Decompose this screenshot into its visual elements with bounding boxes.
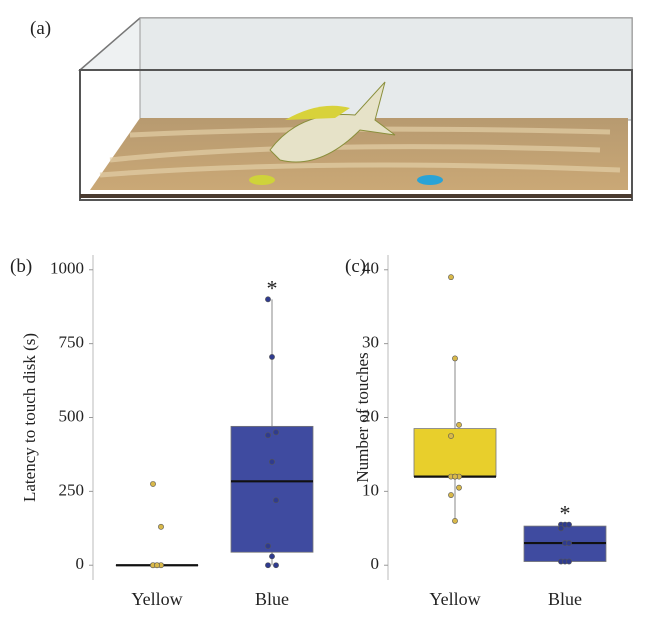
x-tick-label: Blue: [255, 589, 289, 609]
x-tick-label: Yellow: [429, 589, 480, 609]
y-tick-label: 0: [76, 554, 85, 573]
data-point: [448, 433, 453, 438]
significance-marker: *: [560, 501, 571, 526]
y-tick-label: 30: [362, 333, 379, 352]
y-tick-label: 0: [371, 554, 380, 573]
data-point: [456, 485, 461, 490]
data-point: [448, 275, 453, 280]
data-point: [269, 459, 274, 464]
y-tick-label: 500: [59, 406, 85, 425]
data-point: [452, 518, 457, 523]
significance-marker: *: [267, 275, 278, 300]
box: [231, 426, 313, 552]
data-point: [158, 524, 163, 529]
data-point: [273, 430, 278, 435]
data-point: [558, 526, 563, 531]
page: {"panels": {"a": {"label": "(a)"}}, "cha…: [0, 0, 645, 612]
figure: (a) (b) Latency to touch disk (s) 0 250 500 7…: [0, 0, 645, 612]
y-tick-label: 10: [362, 480, 379, 499]
x-tick-label: Blue: [548, 589, 582, 609]
data-point: [154, 563, 159, 568]
y-tick-label: 750: [59, 333, 85, 352]
y-tick-label: 40: [362, 259, 379, 278]
data-point: [273, 563, 278, 568]
data-point: [452, 356, 457, 361]
data-point: [265, 433, 270, 438]
panel-label: (b): [10, 256, 32, 277]
data-point: [269, 554, 274, 559]
y-axis-label: Latency to touch disk (s): [20, 333, 39, 502]
aquarium-illustration: (a): [30, 18, 632, 200]
data-point: [265, 543, 270, 548]
panel-label: (a): [30, 18, 51, 39]
data-point: [273, 498, 278, 503]
data-point: [456, 422, 461, 427]
data-point: [448, 492, 453, 497]
data-point: [269, 354, 274, 359]
y-tick-label: 20: [362, 406, 379, 425]
box: [414, 429, 496, 477]
data-point: [265, 563, 270, 568]
data-point: [566, 540, 571, 545]
data-point: [150, 481, 155, 486]
y-tick-label: 250: [59, 480, 85, 499]
x-tick-label: Yellow: [131, 589, 182, 609]
data-point: [566, 559, 571, 564]
data-point: [452, 474, 457, 479]
y-tick-label: 1000: [50, 259, 84, 278]
